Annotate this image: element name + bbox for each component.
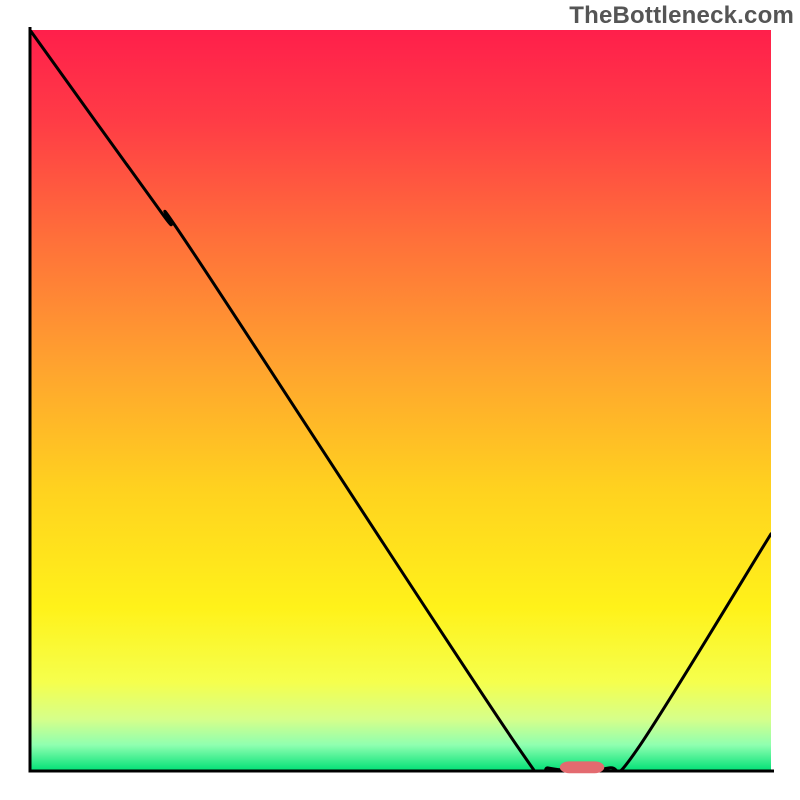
watermark-text: TheBottleneck.com — [569, 2, 794, 30]
plot-background — [30, 30, 771, 771]
chart-container: TheBottleneck.com — [0, 0, 800, 800]
optimal-marker — [560, 761, 604, 773]
bottleneck-chart — [0, 0, 800, 800]
